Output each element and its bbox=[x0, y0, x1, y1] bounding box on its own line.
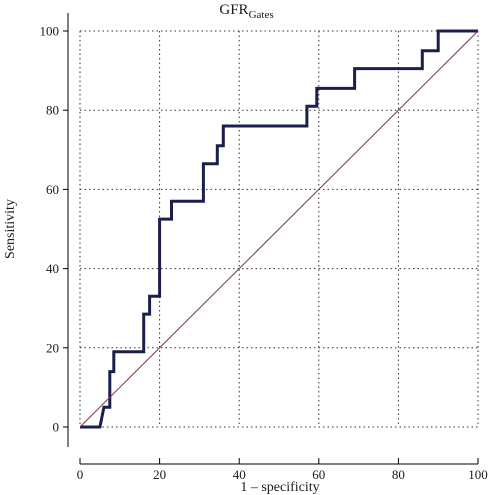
series-layer bbox=[79, 29, 479, 429]
y-tick-label: 40 bbox=[46, 261, 59, 276]
x-tick-label: 40 bbox=[233, 467, 246, 482]
x-tick-label: 80 bbox=[392, 467, 405, 482]
x-tick-label: 0 bbox=[77, 467, 84, 482]
reference-diagonal-line bbox=[79, 30, 479, 428]
x-tick-label: 100 bbox=[468, 467, 488, 482]
x-tick-label: 20 bbox=[153, 467, 166, 482]
grid bbox=[79, 30, 479, 428]
x-axis-ticks: 0 20 40 60 80 100 bbox=[77, 458, 488, 482]
y-tick-label: 80 bbox=[46, 103, 59, 118]
axes bbox=[67, 13, 478, 465]
y-axis-label: Sensitivity bbox=[3, 199, 18, 259]
x-axis-label: 1 – specificity bbox=[240, 480, 319, 495]
y-tick-label: 0 bbox=[53, 420, 60, 435]
x-tick-label: 60 bbox=[312, 467, 325, 482]
chart-title: GFRGates bbox=[219, 2, 273, 21]
y-axis-ticks: 0 20 40 60 80 100 bbox=[40, 24, 68, 435]
roc-curve-line bbox=[80, 29, 478, 429]
y-tick-label: 60 bbox=[46, 182, 59, 197]
y-tick-label: 20 bbox=[46, 340, 59, 355]
y-tick-label: 100 bbox=[40, 24, 60, 39]
